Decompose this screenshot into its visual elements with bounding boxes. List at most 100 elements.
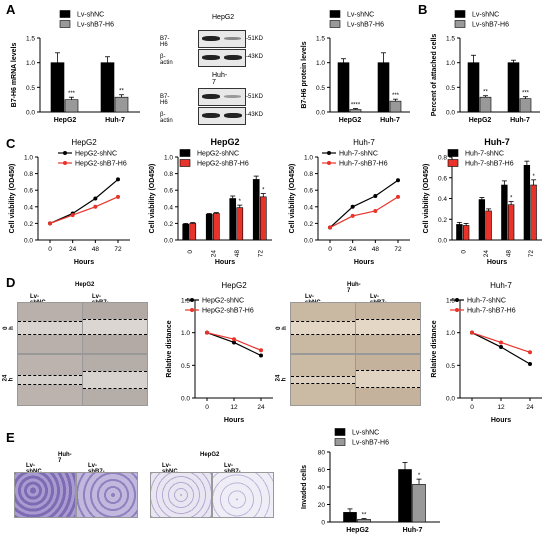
bar	[357, 519, 371, 523]
y-tick-label: 1.0	[316, 60, 325, 67]
bar	[349, 109, 362, 113]
chart-viability-hepg2-line: 0.0 0.2 0.4 0.6 0.8 1.0 Cell viability (OD450)…	[9, 138, 130, 266]
blot-row-label: β-actin	[160, 112, 173, 124]
x-tick-label: 24	[349, 246, 357, 253]
blot-size-label: -51KD	[246, 36, 264, 42]
legend-label: Lv-shNC	[472, 12, 499, 19]
legend-swatch	[179, 149, 191, 157]
data-point	[499, 340, 503, 345]
y-tick-label: 0	[321, 520, 325, 527]
y-tick-label: 0.8	[24, 171, 33, 178]
significance-label: *	[239, 199, 242, 205]
x-tick-label: Huh-7	[403, 527, 423, 534]
x-tick-label: 24	[210, 250, 217, 258]
x-tick-label: HepG2	[469, 117, 492, 124]
series-line	[49, 196, 119, 224]
legend-swatch	[454, 10, 466, 18]
wound-row-label: 24 h	[2, 374, 15, 382]
y-tick-label: 0.6	[304, 188, 313, 195]
y-axis-label: Cell viability (OD450)	[149, 164, 156, 234]
panel-label-d: D	[6, 275, 16, 290]
legend-swatch	[179, 159, 191, 167]
y-axis-label: Invaded cells	[301, 465, 308, 509]
bar	[100, 62, 115, 113]
legend-swatch	[329, 20, 341, 28]
legend-label: Huh-7-shNC	[465, 151, 504, 158]
bar	[236, 207, 244, 241]
legend-swatch	[59, 10, 71, 18]
y-axis-label: Cell viability (OD450)	[423, 164, 430, 234]
data-point	[259, 348, 263, 353]
data-point	[499, 345, 503, 350]
y-tick-label: 80	[318, 450, 326, 457]
blot-image	[198, 107, 246, 125]
legend-marker	[63, 161, 67, 165]
significance-label: ****	[351, 103, 361, 109]
legend-label: Lv-shB7-H6	[472, 22, 509, 29]
series-line	[329, 196, 399, 229]
y-tick-label: 0.0	[446, 110, 455, 117]
y-tick-label: 0.0	[446, 396, 455, 403]
x-tick-label: 24	[483, 250, 490, 258]
y-tick-label: 1.0	[446, 60, 455, 67]
bar	[530, 184, 537, 241]
legend-swatch	[334, 428, 346, 436]
legend-marker	[455, 298, 459, 302]
wound-row-label: 0 h	[2, 326, 15, 330]
data-point	[373, 194, 378, 199]
y-tick-label: 0.5	[181, 363, 190, 370]
invasion-image	[14, 472, 76, 518]
y-axis-label: Percent of attached cells	[431, 34, 438, 117]
series-line	[49, 178, 119, 224]
data-point	[48, 221, 52, 226]
bar	[507, 204, 515, 241]
blot-size-label: -43KD	[246, 54, 264, 60]
legend-label: HepG2-shNC	[75, 151, 117, 158]
bar	[64, 99, 79, 113]
bar	[343, 512, 357, 523]
x-tick-label: 24	[69, 246, 77, 253]
legend-swatch	[454, 20, 466, 28]
y-tick-label: 20	[318, 502, 326, 509]
y-axis-label: Cell viability (OD450)	[9, 164, 16, 234]
panel-label-a: A	[6, 2, 16, 17]
legend-label: Lv-shB7-H6	[352, 440, 389, 447]
legend-label: Lv-shB7-H6	[77, 22, 114, 29]
wound-image	[17, 354, 83, 406]
chart-viability-hepg2-bar: 0.0 0.2 0.4 0.6 0.8 1.0 Cell viability (OD450)…	[149, 137, 272, 266]
legend-swatch	[329, 10, 341, 18]
invasion-title-huh7: Huh-7	[58, 452, 72, 464]
wound-image	[355, 354, 421, 406]
legend-label: Lv-shNC	[77, 12, 104, 19]
bar	[398, 469, 412, 523]
bar	[252, 179, 260, 241]
wound-image	[290, 354, 356, 406]
legend-marker	[63, 151, 67, 155]
bar	[478, 199, 486, 241]
invasion-image	[212, 472, 274, 518]
y-axis-label: B7-H6 protein levels	[301, 41, 308, 108]
significance-label: ***	[68, 91, 76, 97]
legend-label: Lv-shNC	[347, 12, 374, 19]
chart-title: Huh-7	[490, 281, 512, 290]
data-point	[396, 194, 400, 199]
y-tick-label: 0.4	[24, 204, 33, 211]
legend-label: HepG2-shNC	[202, 298, 244, 305]
x-tick-label: 72	[528, 250, 535, 258]
blot-size-label: -43KD	[246, 112, 264, 118]
legend-marker	[327, 161, 331, 165]
legend-label: Lv-shB7-H6	[347, 22, 384, 29]
x-tick-label: HepG2	[346, 527, 369, 534]
legend-swatch	[447, 149, 459, 157]
bar	[412, 484, 426, 523]
legend-label: HepG2-shB7-H6	[202, 308, 254, 315]
chart-mrna-levels: 0.0 0.5 1.0 1.5 B7-H6 mRNA levels *** HepG2 ** H…	[11, 10, 140, 124]
y-tick-label: 60	[318, 467, 326, 474]
y-tick-label: 0.0	[438, 238, 447, 245]
y-tick-label: 0.2	[438, 217, 447, 224]
bar	[337, 62, 350, 113]
x-axis-label: Hours	[491, 417, 511, 424]
blot-row-label: B7-H6	[160, 94, 170, 106]
blot-title-huh7: Huh-7	[212, 72, 228, 86]
x-tick-label: 0	[328, 246, 332, 253]
